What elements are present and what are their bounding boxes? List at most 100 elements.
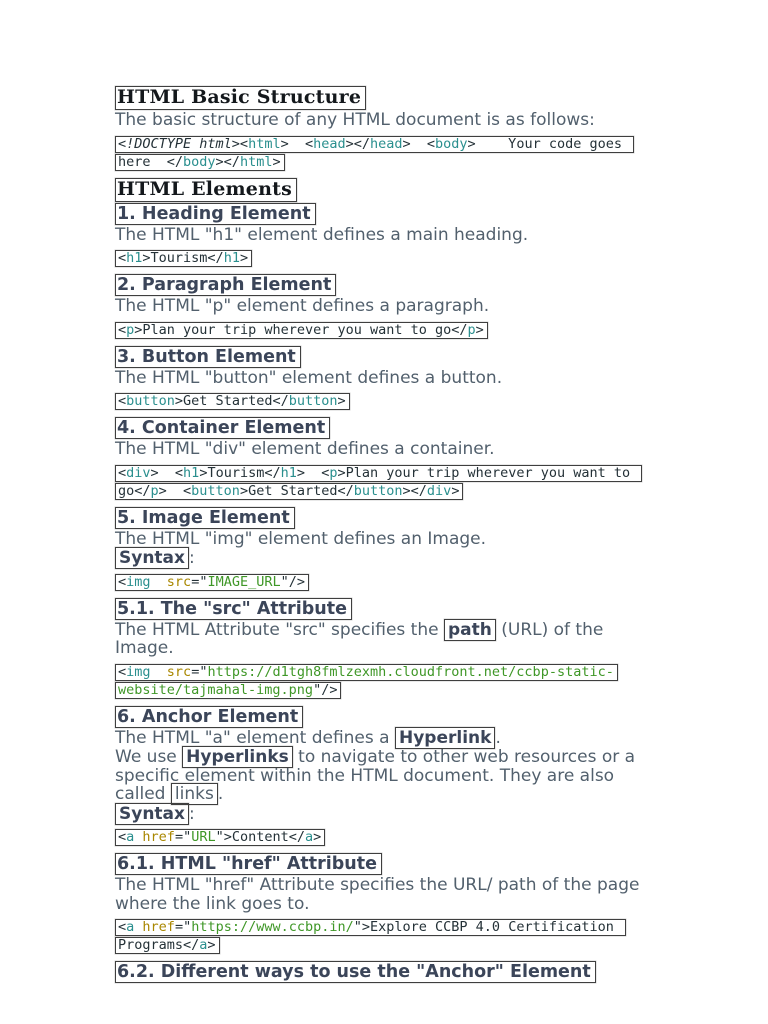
code-token-pln: >Plan your trip wherever you want to <box>337 464 639 481</box>
code-token-pln: > Your code goes <box>467 135 631 152</box>
paragraph: The HTML Attribute "src" specifies the p… <box>115 618 650 658</box>
code-line-row: <a href="https://www.ccbp.in/">Explore C… <box>115 918 650 936</box>
code-token-pln: > <box>272 153 281 170</box>
paragraph: The HTML "p" element defines a paragraph… <box>115 297 650 316</box>
code-token-tag: button <box>191 482 240 499</box>
code-line: <!DOCTYPE html><html> <head></head> <bod… <box>115 135 635 153</box>
paragraph: The HTML "a" element defines a Hyperlink… <box>115 726 650 749</box>
code-line: <img src="https://d1tgh8fmlzexmh.cloudfr… <box>115 663 618 681</box>
section-heading-row: 6.2. Different ways to use the "Anchor" … <box>115 961 650 983</box>
code-line: website/tajmahal-img.png"/> <box>115 681 342 699</box>
text-run: : <box>189 803 195 824</box>
code-line: <h1>Tourism</h1> <box>115 250 253 267</box>
text-run: The HTML Attribute "src" specifies the <box>115 619 444 640</box>
code-block: <a href="URL">Content</a> <box>115 828 650 846</box>
section-heading: 5. Image Element <box>115 506 295 529</box>
code-line-row: go</p> <button>Get Started</button></div… <box>115 482 650 500</box>
text-run: to navigate to other web resources or a … <box>115 747 636 804</box>
highlighted-term: Hyperlinks <box>182 746 293 768</box>
highlighted-term: Syntax <box>115 547 189 569</box>
paragraph: Syntax: <box>115 802 650 825</box>
document-title-row: HTML Basic Structure <box>115 86 650 110</box>
paragraph: The HTML "img" element defines an Image. <box>115 528 650 549</box>
paragraph: The HTML "href" Attribute specifies the … <box>115 876 650 913</box>
section-heading: 5.1. The "src" Attribute <box>115 597 352 620</box>
section-heading: 4. Container Element <box>115 417 331 439</box>
code-token-tag: div <box>426 482 452 499</box>
code-token-tag: head <box>313 135 346 152</box>
code-token-pln: > <box>207 937 216 953</box>
paragraph: The basic structure of any HTML document… <box>115 111 650 130</box>
code-line-row: <button>Get Started</button> <box>115 392 650 410</box>
code-token-pln: "/> <box>280 573 305 590</box>
text-run: The HTML "href" Attribute specifies the … <box>115 875 640 914</box>
document-title-row: HTML Elements <box>115 177 650 202</box>
code-token-pln: ">Content</ <box>215 829 305 845</box>
section-heading: 6.2. Different ways to use the "Anchor" … <box>115 961 596 983</box>
code-line-row: Programs</a> <box>115 936 650 954</box>
code-line-row: <h1>Tourism</h1> <box>115 249 650 267</box>
code-token-tag: h1 <box>126 250 143 266</box>
code-token-tag: body <box>435 135 468 152</box>
code-line-row: <img src="https://d1tgh8fmlzexmh.cloudfr… <box>115 663 650 681</box>
code-block: <p>Plan your trip wherever you want to g… <box>115 321 650 339</box>
code-line: here </body></html> <box>115 153 285 171</box>
code-token-pln: =" <box>174 829 192 845</box>
code-line-row: here </body></html> <box>115 153 650 171</box>
text-run: The HTML "img" element defines an Image. <box>115 528 487 549</box>
code-token-tag: a <box>126 829 135 845</box>
code-token-attr: src <box>166 573 192 590</box>
code-token-attr: src <box>166 663 192 680</box>
code-token-pln: "/> <box>313 681 338 698</box>
document-title: HTML Elements <box>115 177 297 202</box>
code-token-pln: > <box>475 321 484 338</box>
section-heading-row: 6.1. HTML "href" Attribute <box>115 853 650 875</box>
code-token-tag: img <box>126 573 151 590</box>
paragraph: The HTML "h1" element defines a main hea… <box>115 225 650 245</box>
code-token-pln: ">Explore CCBP 4.0 Certification <box>353 919 622 935</box>
code-token-tag: head <box>370 135 403 152</box>
code-token-attr: href <box>142 919 175 935</box>
code-token-pln <box>151 664 167 680</box>
section-heading-row: 5. Image Element <box>115 506 650 529</box>
code-block: <div> <h1>Tourism</h1> <p>Plan your trip… <box>115 464 650 500</box>
code-token-pln: > <box>313 829 322 845</box>
text-run: The HTML "a" element defines a <box>115 727 395 748</box>
section-heading: 3. Button Element <box>115 345 301 368</box>
code-token-tag: img <box>126 663 151 680</box>
code-token-pln: >Get Started</ <box>239 482 354 499</box>
code-token-tag: h1 <box>280 464 297 481</box>
paragraph: Syntax: <box>115 547 650 569</box>
code-token-pln: > < <box>150 464 184 481</box>
code-token-pln: < <box>118 663 127 680</box>
section-heading: 6.1. HTML "href" Attribute <box>115 853 383 875</box>
code-block: <img src="https://d1tgh8fmlzexmh.cloudfr… <box>115 663 650 699</box>
code-token-tag: p <box>467 321 476 338</box>
code-token-pln: > <box>239 250 249 266</box>
paragraph: The HTML "button" element defines a butt… <box>115 368 650 388</box>
code-token-pln: >Plan your trip wherever you want to go<… <box>134 321 468 338</box>
section-heading-row: 1. Heading Element <box>115 202 650 225</box>
section-heading: 6. Anchor Element <box>115 705 304 728</box>
code-line-row: website/tajmahal-img.png"/> <box>115 681 650 699</box>
section-heading-row: 3. Button Element <box>115 345 650 368</box>
code-token-pln: > < <box>280 135 314 152</box>
code-token-pln: < <box>118 573 127 590</box>
code-line-row: <a href="URL">Content</a> <box>115 828 650 846</box>
text-run: . <box>217 784 224 804</box>
paragraph: We use Hyperlinks to navigate to other w… <box>115 746 650 805</box>
text-run: : <box>189 548 195 568</box>
section-heading-row: 5.1. The "src" Attribute <box>115 597 650 620</box>
highlighted-term: Hyperlink <box>394 726 496 749</box>
code-token-tag: a <box>305 829 314 845</box>
code-line: <button>Get Started</button> <box>115 393 350 410</box>
code-token-pln: go</ <box>118 482 151 499</box>
code-token-val: IMAGE_URL <box>207 573 281 590</box>
code-token-pln: Programs</ <box>118 937 200 953</box>
code-block: <button>Get Started</button> <box>115 392 650 410</box>
code-line: <img src="IMAGE_URL"/> <box>115 573 309 591</box>
code-token-pln: =" <box>191 663 208 680</box>
code-line: go</p> <button>Get Started</button></div… <box>115 482 464 500</box>
code-token-val: website/tajmahal-img.png <box>118 681 314 698</box>
